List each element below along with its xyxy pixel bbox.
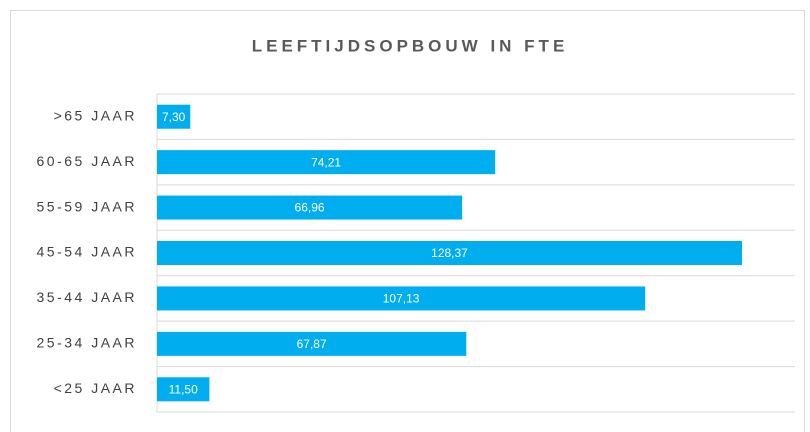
data-label: 128,37	[431, 246, 468, 260]
y-tick-label: 25-34 JAAR	[37, 335, 137, 351]
bar	[157, 150, 496, 175]
bar	[157, 286, 646, 311]
y-tick-label: <25 JAAR	[54, 380, 137, 396]
y-tick-label: 35-44 JAAR	[37, 289, 137, 305]
y-tick-label: >65 JAAR	[54, 107, 137, 123]
bar	[157, 104, 191, 129]
data-label: 66,96	[295, 201, 325, 215]
chart-title: LEEFTIJDSOPBOUW IN FTE	[252, 36, 569, 55]
data-label: 7,30	[162, 110, 186, 124]
chart-frame	[10, 10, 805, 432]
bar	[157, 241, 743, 265]
bar	[157, 377, 210, 402]
bar	[157, 331, 467, 356]
data-label: 11,50	[169, 382, 198, 396]
data-label: 67,87	[297, 337, 327, 351]
y-tick-label: 55-59 JAAR	[37, 198, 137, 214]
bar	[157, 195, 463, 220]
y-tick-label: 60-65 JAAR	[37, 153, 137, 169]
data-label: 107,13	[383, 292, 420, 306]
data-label: 74,21	[311, 155, 341, 169]
y-tick-label: 45-54 JAAR	[37, 244, 137, 260]
